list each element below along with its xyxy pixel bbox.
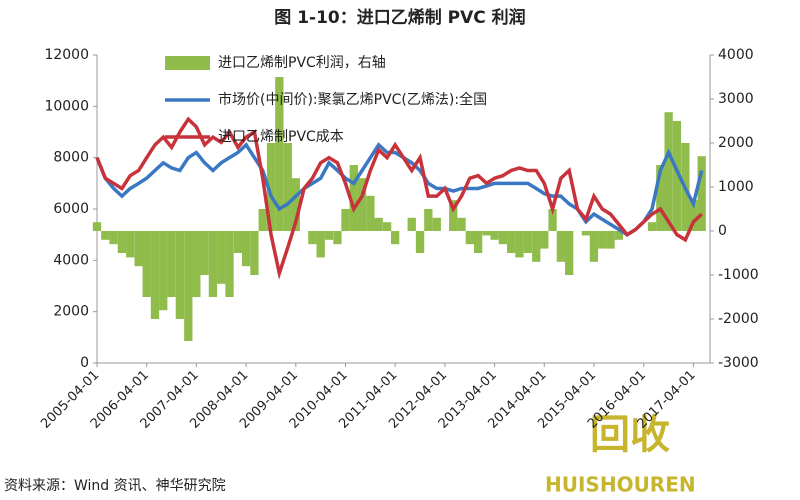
profit-bar [424,209,433,231]
watermark-text: HUISHOUREN [545,473,696,497]
profit-bar [357,178,367,231]
profit-bar [349,165,358,231]
profit-bar [92,222,102,231]
profit-bar [159,231,168,311]
profit-bar [101,231,110,240]
profit-bar [250,231,259,275]
profit-bar [589,231,599,262]
profit-bar [200,231,209,275]
profit-bar [449,200,458,231]
profit-bar [457,217,466,231]
profit-bar [697,156,706,231]
profit-bar [664,112,673,231]
profit-bar [540,231,549,249]
profit-bar [565,231,574,275]
profit-bar [390,231,400,245]
profit-bar [142,231,151,297]
legend-label: 进口乙烯制PVC成本 [218,129,344,145]
y2-tick-label: -2000 [718,311,759,327]
source-note: 资料来源：Wind 资讯、神华研究院 [4,478,226,494]
profit-bar [316,231,325,258]
profit-bar [333,231,342,245]
profit-bar [291,178,300,231]
profit-bar [581,231,591,236]
y2-tick-label: 1000 [718,179,754,195]
y2-tick-label: 3000 [718,91,754,107]
profit-bar [415,231,425,253]
y-tick-label: 8000 [53,150,89,166]
profit-bar [241,231,251,267]
y-tick-label: 12000 [44,47,89,63]
profit-bar [515,231,524,258]
profit-bar [432,217,441,231]
profit-bar [167,231,176,297]
profit-bar [482,231,491,236]
y-tick-label: 2000 [53,304,89,320]
y-tick-label: 0 [80,355,89,371]
profit-bar [647,222,657,231]
y-tick-label: 6000 [53,201,89,217]
y-tick-label: 4000 [53,252,89,268]
y2-tick-label: 4000 [718,47,754,63]
profit-bar [217,231,226,284]
y2-tick-label: 0 [718,223,727,239]
profit-bar [473,231,483,253]
profit-bar [656,165,665,231]
legend-label: 市场价(中间价):聚氯乙烯PVC(乙烯法):全国 [218,91,487,108]
y2-tick-label: 2000 [718,135,754,151]
profit-bar [382,222,392,231]
profit-bar [283,143,292,231]
profit-bar [275,77,284,231]
profit-bar [258,209,267,231]
profit-bar [614,231,623,240]
profit-bar [507,231,516,253]
profit-bar [225,231,234,297]
profit-bar [192,231,201,297]
series-line [95,116,703,280]
profit-bar [117,231,127,253]
profit-bar [308,231,317,245]
profit-bar [523,231,532,253]
profit-bar [407,217,416,231]
profit-bar [126,231,135,258]
profit-bar [208,231,218,297]
profit-bar [374,217,383,231]
profit-bar [184,231,193,341]
profit-bar [465,231,474,245]
profit-bar [175,231,185,319]
legend-label: 进口乙烯制PVC利润，右轴 [218,55,386,71]
y-tick-label: 10000 [44,98,89,114]
profit-bar [490,231,499,240]
profit-bar [233,231,243,253]
profit-bar [150,231,160,319]
legend-swatch [165,56,210,70]
profit-bar [109,231,118,245]
series-line [95,142,704,237]
profit-bar [606,231,615,249]
profit-bar [324,231,334,240]
profit-bar [366,195,375,231]
y2-tick-label: -3000 [718,355,759,371]
chart-title: 图 1-10：进口乙烯制 PVC 利润 [274,7,525,28]
profit-bar [548,209,557,231]
profit-bar [532,231,541,262]
watermark-logo: 回收 [590,412,670,458]
profit-bar [498,231,508,245]
profit-bar [556,231,566,262]
profit-bar [689,200,698,231]
profit-bar [672,121,682,231]
y2-tick-label: -1000 [718,267,759,283]
profit-bar [266,143,276,231]
profit-bar [598,231,607,249]
profit-bar [341,209,350,231]
profit-bar [134,231,143,267]
